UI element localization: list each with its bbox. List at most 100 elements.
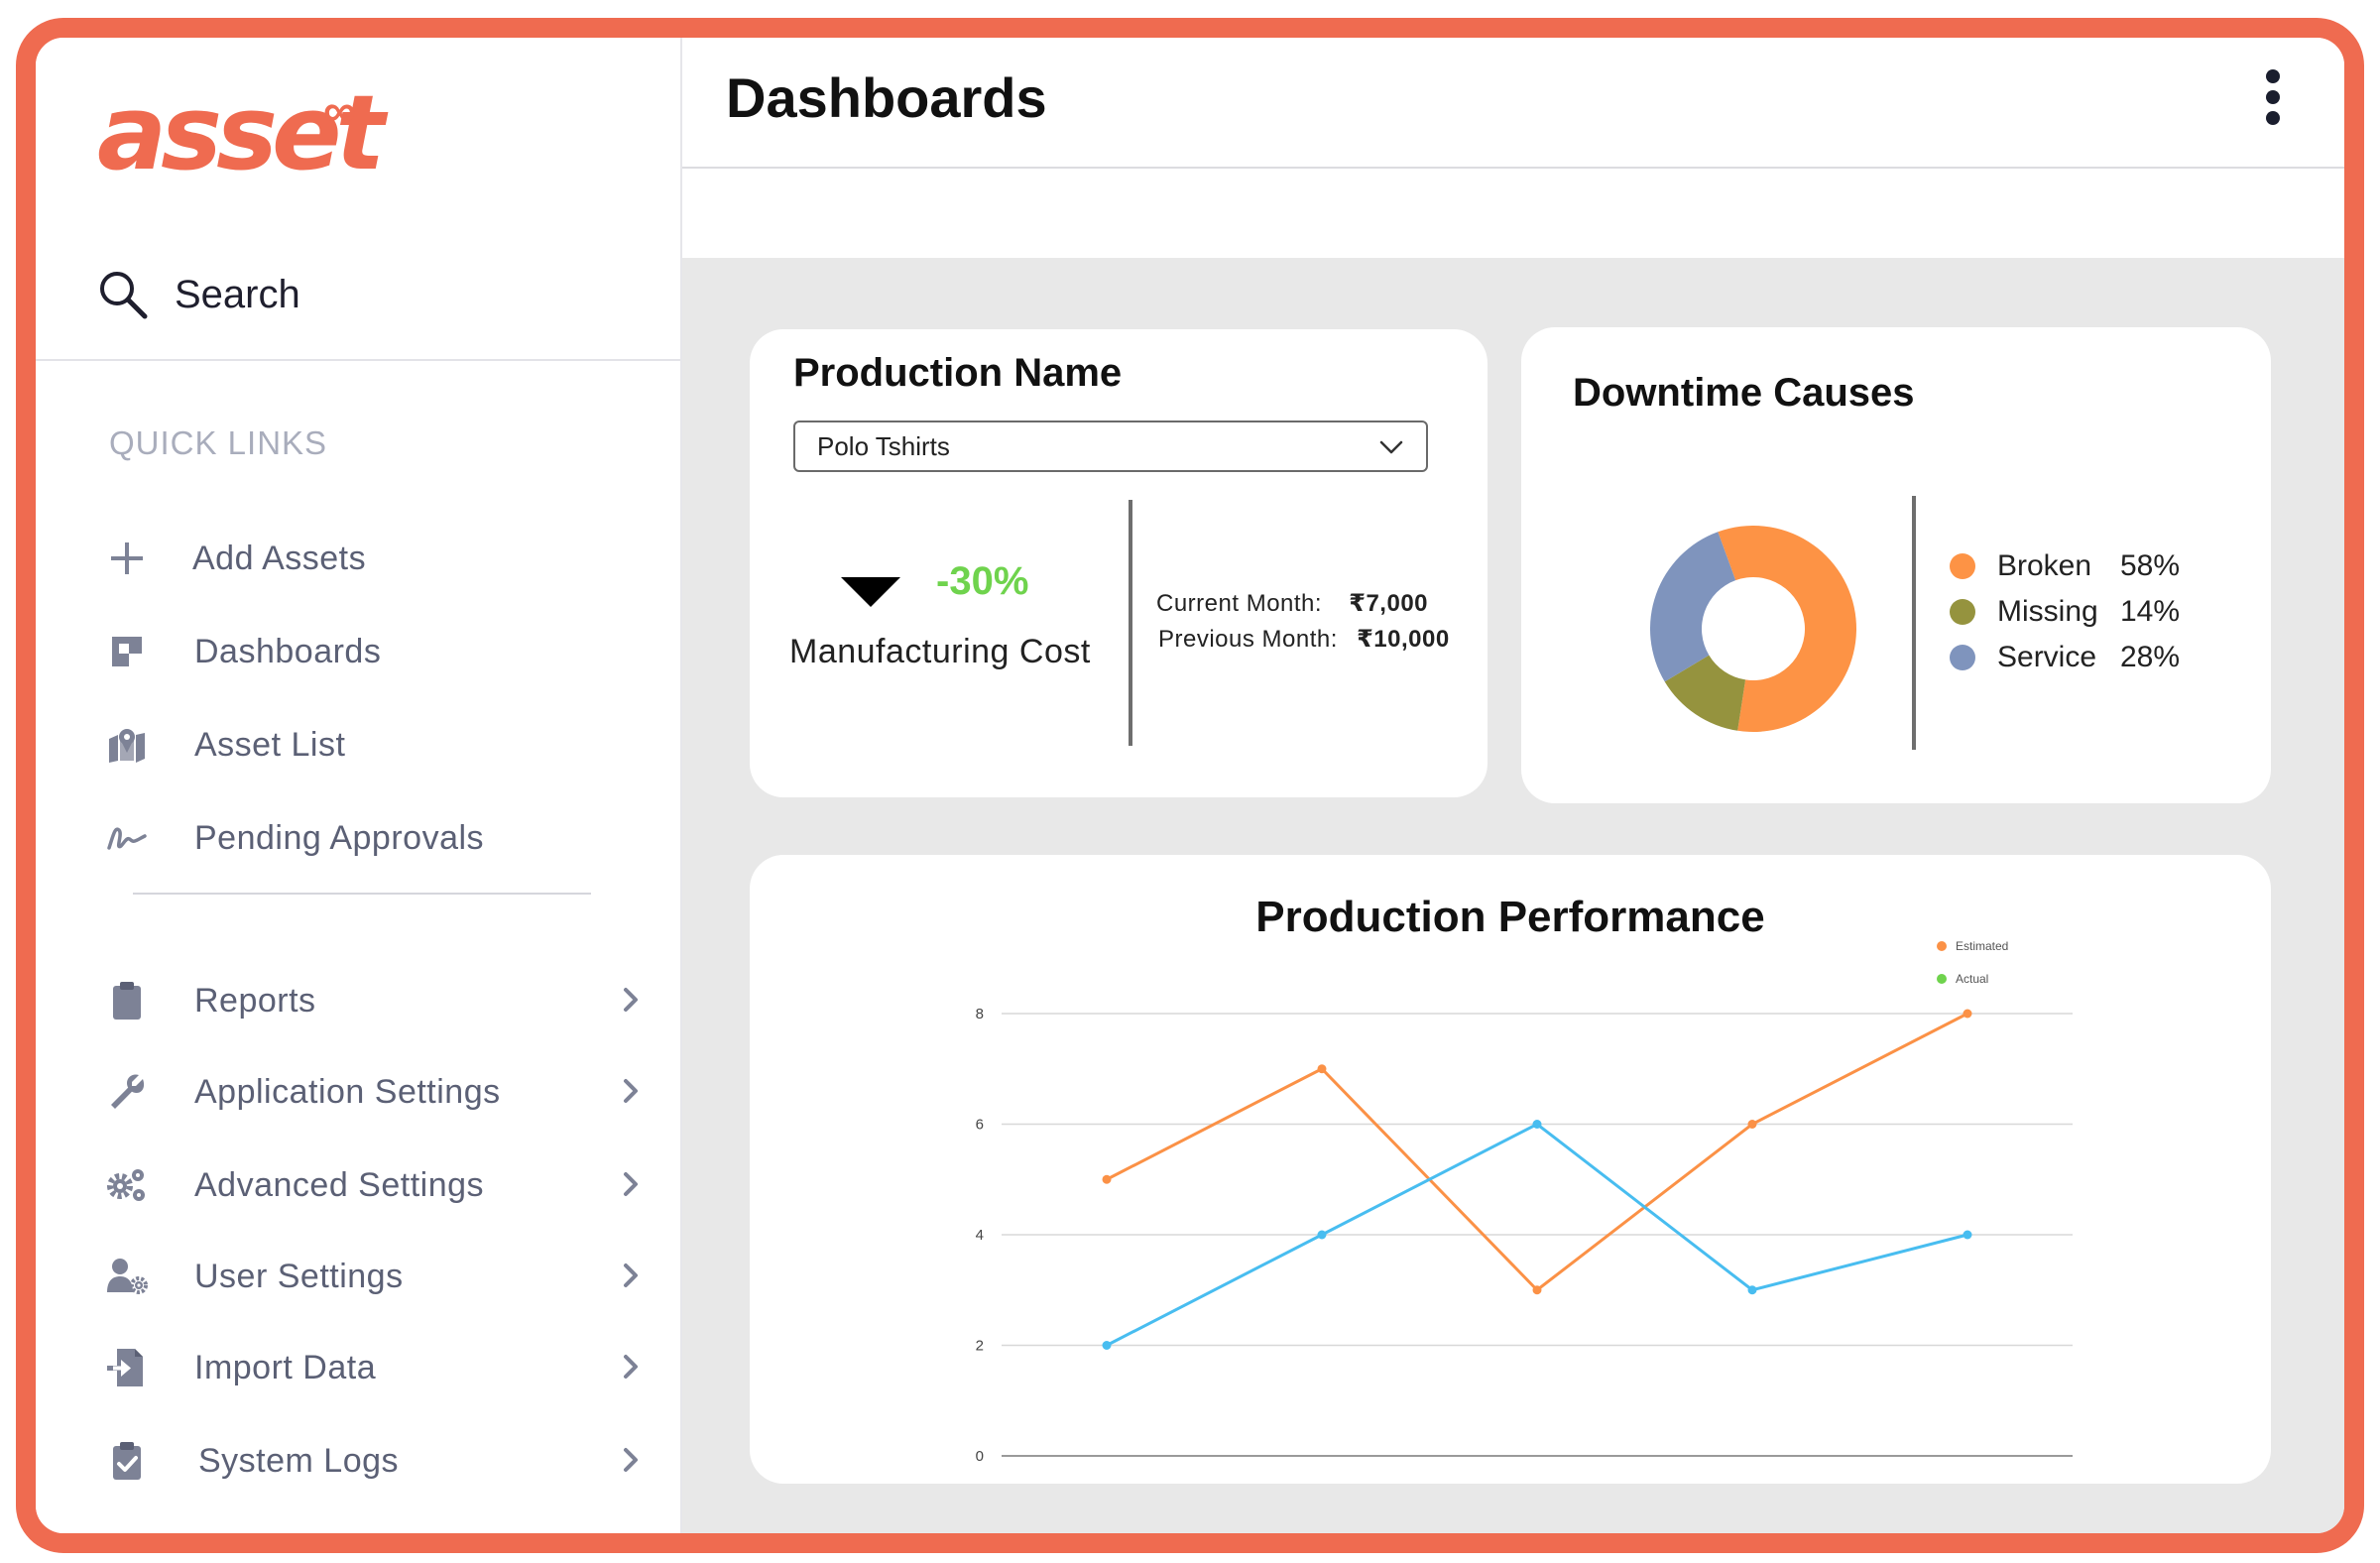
legend-dot [1950,553,1975,579]
production-name-select[interactable]: Polo Tshirts [793,421,1428,472]
sidebar-item-label: Asset List [194,725,346,764]
performance-chart-title: Production Performance [1255,893,1765,941]
legend-name: Service [1997,641,2097,673]
sidebar-item-add-assets[interactable]: Add Assets [95,524,651,593]
sidebar-item-user-settings[interactable]: User Settings [95,1242,651,1311]
metric-label: Manufacturing Cost [789,633,1091,670]
y-tick-label: 0 [976,1448,984,1465]
dashboard-content: Production Name Polo Tshirts -30% Manufa… [682,258,2344,1533]
legend-value: 14% [2120,595,2181,628]
donut-slice-broken [1718,526,1856,732]
legend-dot [1950,599,1975,625]
sidebar-item-pending-approvals[interactable]: Pending Approvals [95,803,651,873]
legend-name: Missing [1997,595,2098,628]
sidebar-item-reports[interactable]: Reports [95,966,651,1035]
sidebar-item-asset-list[interactable]: Asset List [95,710,651,780]
production-name-value: Polo Tshirts [817,430,950,461]
previous-month-value: ₹10,000 [1357,626,1450,653]
legend-value: 58% [2120,549,2181,582]
gears-icon [95,1153,159,1217]
data-point-estimated [1317,1064,1327,1074]
logo-infinity-mark: ∞ [323,84,356,136]
nav-divider [133,893,591,895]
signature-icon [95,806,159,870]
plus-icon [95,527,159,590]
series-line-estimated [1106,1012,1968,1292]
sidebar-item-dashboards[interactable]: Dashboards [95,617,651,686]
import-icon [95,1336,159,1399]
donut-slice-missing [1664,655,1746,731]
y-tick-label: 4 [976,1227,984,1244]
sidebar-item-system-logs[interactable]: System Logs [95,1426,651,1496]
search-button[interactable]: Search [95,250,651,339]
data-point-estimated [1963,1009,1972,1019]
legend-name: Broken [1997,549,2092,582]
chevron-down-icon [1379,440,1403,454]
sidebar-item-advanced-settings[interactable]: Advanced Settings [95,1150,651,1220]
app-frame: asset ∞ Search QUICK LINKS Add Assets Da… [16,18,2364,1553]
legend-item-missing: Missing 14% [1950,595,2200,629]
sidebar-item-label: System Logs [198,1441,400,1480]
current-month-label: Current Month: [1156,590,1323,617]
sidebar-item-label: Dashboards [194,632,382,670]
sidebar-item-label: Advanced Settings [194,1165,485,1204]
chevron-right-icon [624,1263,638,1287]
performance-card: Production Performance 0 2 4 6 8 Estimated Act… [750,855,2271,1484]
downtime-card-title: Downtime Causes [1573,371,1915,415]
chevron-right-icon [624,1355,638,1379]
sidebar: asset ∞ Search QUICK LINKS Add Assets Da… [36,38,682,1533]
vertical-divider [1912,496,1916,750]
chevron-right-icon [624,1448,638,1472]
current-month-row: Current Month: ₹7,000 [1156,589,1428,618]
sidebar-item-label: User Settings [194,1257,404,1295]
chevron-right-icon [624,1172,638,1196]
sidebar-item-label: Application Settings [194,1072,501,1111]
production-card-title: Production Name [793,351,1123,395]
data-point-estimated [1532,1285,1542,1295]
vertical-divider [1129,500,1132,746]
downtime-donut-chart [1650,526,1856,732]
cost-change-percent: -30% [936,559,1029,603]
donut-slice-service [1650,532,1736,682]
production-performance-chart: 0 2 4 6 8 Estimated Actual [976,939,2073,1465]
wrench-icon [95,1060,159,1124]
y-tick-label: 8 [976,1006,984,1022]
sidebar-item-label: Reports [194,981,316,1020]
sidebar-item-label: Pending Approvals [194,818,485,857]
page-title: Dashboards [726,66,1047,129]
map-pin-icon [95,713,159,777]
logo-text: asset [97,72,385,193]
legend-label-actual: Actual [1956,972,1988,986]
subheader-bar [682,171,2344,258]
decrease-arrow-icon [841,577,900,607]
header: Dashboards [682,38,2344,169]
dashboard-icon [95,620,159,683]
sidebar-item-application-settings[interactable]: Application Settings [95,1057,651,1127]
data-point-actual [1963,1230,1972,1240]
legend-marker-actual [1937,974,1947,984]
user-gear-icon [95,1245,159,1308]
sidebar-divider [36,359,680,361]
sidebar-item-import-data[interactable]: Import Data [95,1333,651,1402]
search-label: Search [175,272,300,316]
logo[interactable]: asset ∞ [97,72,395,193]
data-point-actual [1317,1230,1327,1240]
data-point-estimated [1747,1120,1757,1129]
production-card: Production Name Polo Tshirts -30% Manufa… [750,329,1488,797]
y-tick-label: 2 [976,1338,984,1355]
clipboard-icon [95,969,159,1032]
clipboard-check-icon [95,1429,159,1493]
sidebar-item-label: Import Data [194,1348,377,1386]
search-icon [100,272,148,319]
current-month-value: ₹7,000 [1349,590,1429,617]
data-point-actual [1102,1341,1112,1350]
legend-marker-estimated [1937,941,1947,951]
data-point-actual [1532,1120,1542,1129]
more-options-icon[interactable] [2253,65,2293,145]
chevron-right-icon [624,988,638,1012]
y-tick-label: 6 [976,1117,984,1134]
data-point-estimated [1102,1174,1112,1184]
previous-month-label: Previous Month: [1158,626,1338,653]
sidebar-item-label: Add Assets [192,539,367,577]
legend-item-broken: Broken 58% [1950,549,2200,583]
